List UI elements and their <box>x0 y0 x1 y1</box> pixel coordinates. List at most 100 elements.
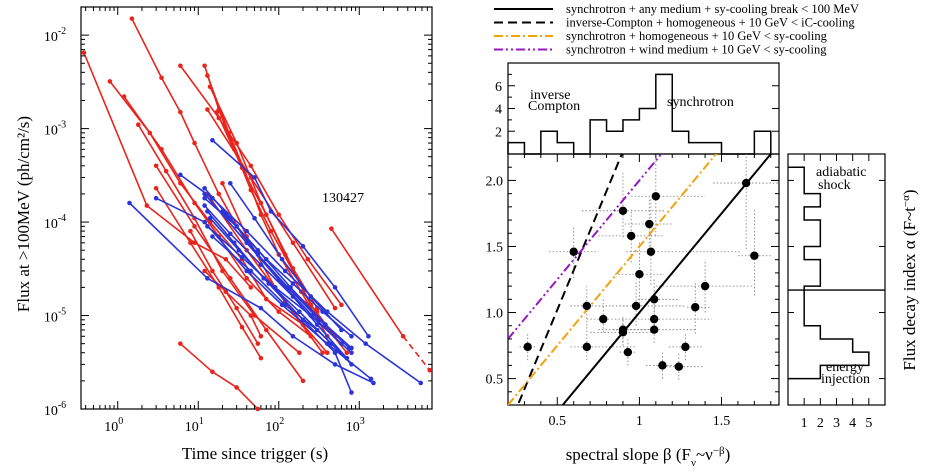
data-point <box>400 333 406 339</box>
legend-entry: synchrotron + wind medium + 10 GeV < sy-… <box>494 43 827 57</box>
legend-label: synchrotron + homogeneous + 10 GeV < sy-… <box>566 29 828 43</box>
data-point <box>332 362 338 367</box>
x-tick-label: 102 <box>265 416 284 435</box>
legend-label: inverse-Compton + homogeneous + 10 GeV <… <box>566 16 855 30</box>
data-point <box>297 350 302 356</box>
segment <box>302 319 336 354</box>
segment <box>246 242 280 281</box>
data-point <box>252 215 257 221</box>
segment <box>257 249 292 288</box>
series-red-16 <box>188 228 261 346</box>
segment <box>131 18 163 79</box>
data-point <box>290 281 296 286</box>
segment <box>289 286 327 326</box>
alpha-histogram-bin <box>788 339 853 352</box>
alpha-tick-label: 2.0 <box>486 174 504 189</box>
y-tick-label: 10-3 <box>44 120 66 139</box>
data-point <box>192 140 197 146</box>
data-point <box>349 390 354 395</box>
segment <box>221 270 256 317</box>
segment <box>365 343 422 384</box>
y-tick-label: 10-6 <box>44 400 66 419</box>
data-point <box>207 215 213 221</box>
segment <box>225 258 252 288</box>
data-point <box>268 209 274 214</box>
data-point <box>192 224 197 229</box>
series-blue-4 <box>210 137 371 339</box>
data-point <box>258 355 264 361</box>
label-injection: injection <box>821 372 870 387</box>
segment <box>128 202 208 279</box>
data-point <box>202 185 207 191</box>
data-point <box>248 163 254 169</box>
segment <box>204 193 248 244</box>
scatter-point <box>691 303 700 312</box>
scatter-point <box>569 247 578 256</box>
segment <box>229 233 262 266</box>
data-point <box>202 195 207 201</box>
segment <box>316 329 348 359</box>
beta-histogram-bin <box>705 143 721 154</box>
beta-histogram-bin <box>557 143 573 154</box>
scatter-point <box>618 328 628 337</box>
segment <box>270 210 304 247</box>
closure-relation-line <box>516 154 623 405</box>
data-point <box>248 175 254 180</box>
data-point <box>210 137 215 143</box>
beta-histogram-bin <box>508 143 524 154</box>
segment <box>334 286 370 337</box>
segment <box>211 371 238 389</box>
data-point <box>300 378 306 384</box>
data-point <box>244 240 250 246</box>
data-point <box>244 228 250 234</box>
data-point <box>263 327 269 333</box>
data-point <box>202 219 207 225</box>
data-point <box>305 256 311 262</box>
segment <box>193 202 220 238</box>
segment <box>204 270 227 293</box>
data-point <box>339 341 344 346</box>
data-point <box>371 380 376 386</box>
data-point <box>332 285 338 290</box>
data-point <box>329 226 334 231</box>
data-point <box>234 305 239 311</box>
scatter-point <box>618 206 628 216</box>
alpha-histogram-bin <box>788 246 804 259</box>
segment <box>165 170 196 219</box>
data-point <box>163 168 169 174</box>
lightcurve-y-axis-label: Flux at >100MeV (ph/cm²/s) <box>14 116 33 312</box>
data-point <box>178 109 183 115</box>
alpha-histogram-bin <box>788 273 820 286</box>
series-blue-9 <box>205 224 354 356</box>
scatter-points <box>523 178 759 371</box>
segment <box>137 124 167 172</box>
segment <box>211 139 256 179</box>
lightcurve-x-axis-label: Time since trigger (s) <box>182 444 328 463</box>
data-point <box>135 122 141 128</box>
data-point <box>255 341 261 346</box>
scatter-plot-frame <box>507 153 780 406</box>
data-point <box>234 385 239 390</box>
data-point <box>300 244 306 249</box>
segment <box>179 111 196 144</box>
alpha-histogram-bin <box>788 365 820 378</box>
beta-histogram-bin <box>672 131 688 154</box>
segment <box>209 217 240 251</box>
series-blue-6 <box>202 203 350 361</box>
data-point <box>349 362 354 367</box>
data-point <box>227 276 233 281</box>
data-point <box>248 268 254 274</box>
beta-tick-label: 1 <box>636 414 643 429</box>
count-tick-label: 3 <box>833 416 840 431</box>
series-red-4 <box>121 94 314 339</box>
segment <box>253 217 283 260</box>
alpha-tick-label: 1.5 <box>486 240 504 255</box>
scatter-point <box>523 342 532 352</box>
alpha-tick-label: 1.0 <box>486 307 504 322</box>
data-point <box>202 191 207 197</box>
closure-relations-legend: synchrotron + any medium + sy-cooling br… <box>494 2 859 57</box>
lightcurve-series-group <box>81 16 433 412</box>
segment <box>281 258 312 297</box>
alpha-histogram-bin <box>788 207 804 220</box>
data-point <box>276 277 282 283</box>
